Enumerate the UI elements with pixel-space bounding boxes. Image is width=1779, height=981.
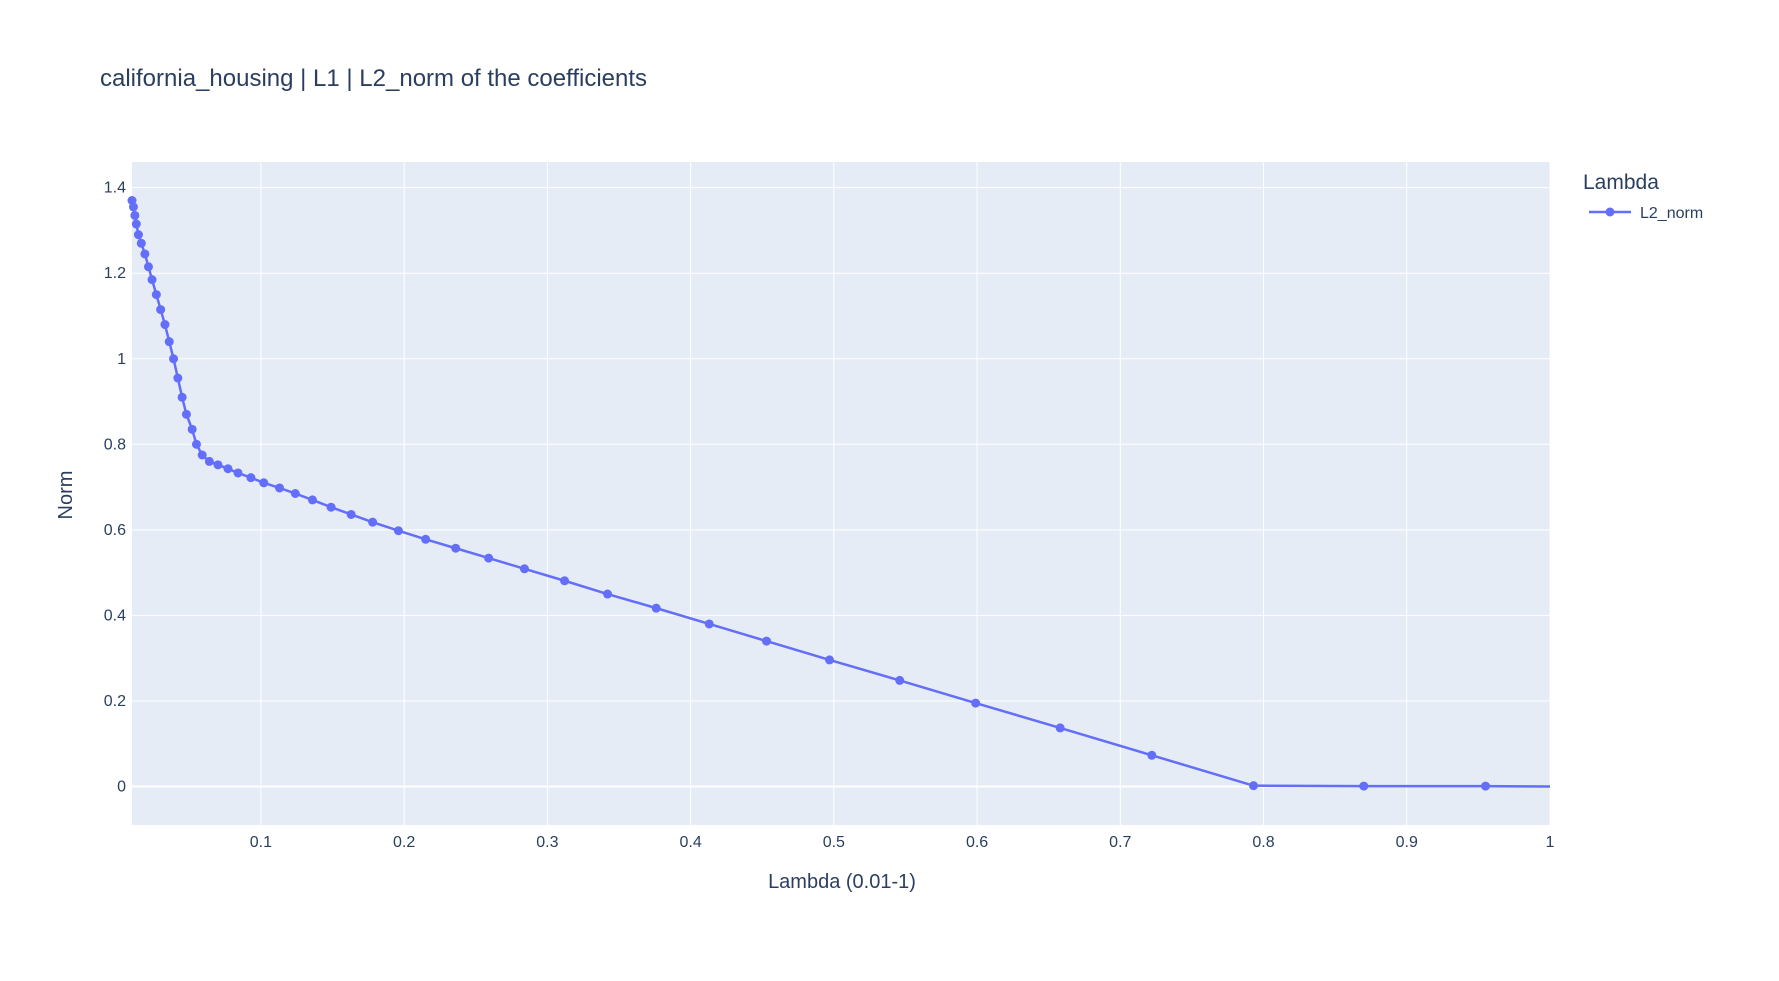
data-point[interactable] [451, 543, 461, 553]
y-tick-label: 0.4 [104, 607, 126, 624]
x-gridlines [260, 162, 1551, 825]
data-point[interactable] [275, 483, 285, 493]
data-point[interactable] [1055, 723, 1065, 733]
y-tick-label: 1.2 [104, 265, 126, 282]
data-point[interactable] [136, 238, 146, 248]
data-point[interactable] [825, 655, 835, 665]
data-point[interactable] [173, 373, 183, 383]
legend-item-label: L2_norm [1640, 205, 1703, 222]
data-point[interactable] [140, 249, 150, 259]
chart-title: california_housing | L1 | L2_norm of the… [100, 65, 647, 92]
x-tick-label: 0.7 [1109, 834, 1131, 851]
data-point[interactable] [368, 517, 378, 527]
y-tick-label: 1 [117, 351, 126, 368]
data-point[interactable] [560, 576, 570, 586]
data-point[interactable] [895, 675, 905, 685]
data-point[interactable] [233, 468, 243, 478]
y-tick-label: 0.2 [104, 693, 126, 710]
data-point[interactable] [326, 502, 336, 512]
data-point[interactable] [971, 698, 981, 708]
y-axis-ticks: 0 0.2 0.4 0.6 0.8 1 1.2 1.4 [104, 180, 126, 796]
x-tick-label: 0.9 [1396, 834, 1418, 851]
data-point[interactable] [181, 409, 191, 419]
series-l2-norm[interactable] [127, 195, 1551, 791]
plot-area [132, 162, 1550, 825]
x-axis-title: Lambda (0.01-1) [768, 871, 916, 893]
legend-marker-swatch [1605, 207, 1615, 217]
data-point[interactable] [1249, 781, 1259, 791]
data-point[interactable] [177, 392, 187, 402]
data-point[interactable] [160, 320, 170, 330]
data-point[interactable] [346, 509, 356, 519]
y-axis-title: Norm [55, 471, 77, 520]
data-point[interactable] [164, 337, 174, 347]
data-point[interactable] [484, 553, 494, 563]
data-point[interactable] [130, 210, 140, 220]
data-point[interactable] [603, 589, 613, 599]
data-point[interactable] [204, 456, 214, 466]
data-point[interactable] [223, 464, 233, 474]
data-point[interactable] [169, 354, 179, 364]
x-tick-label: 1 [1546, 834, 1555, 851]
data-point[interactable] [1481, 781, 1491, 791]
data-point[interactable] [307, 495, 317, 505]
data-point[interactable] [1147, 750, 1157, 760]
data-point[interactable] [143, 262, 153, 272]
x-tick-label: 0.4 [679, 834, 701, 851]
data-point[interactable] [151, 290, 161, 300]
y-tick-label: 0.8 [104, 436, 126, 453]
legend[interactable]: Lambda L2_norm [1583, 171, 1703, 222]
data-point[interactable] [197, 450, 207, 460]
x-tick-label: 0.1 [250, 834, 272, 851]
x-axis-ticks: 0.1 0.2 0.3 0.4 0.5 0.6 0.7 0.8 0.9 1 [250, 834, 1555, 851]
x-tick-label: 0.6 [966, 834, 988, 851]
y-tick-label: 0 [117, 779, 126, 796]
data-point[interactable] [1359, 781, 1369, 791]
data-point[interactable] [187, 424, 197, 434]
x-tick-label: 0.3 [536, 834, 558, 851]
data-point[interactable] [133, 230, 143, 240]
data-point[interactable] [191, 439, 201, 449]
data-point[interactable] [259, 478, 269, 488]
data-point[interactable] [246, 473, 256, 483]
data-point[interactable] [290, 489, 300, 498]
data-point[interactable] [421, 534, 431, 544]
data-point[interactable] [519, 564, 529, 574]
legend-title: Lambda [1583, 171, 1659, 194]
y-tick-label: 1.4 [104, 180, 126, 197]
series-layer [127, 195, 1551, 791]
x-tick-label: 0.8 [1252, 834, 1274, 851]
data-point[interactable] [147, 275, 157, 285]
data-point[interactable] [213, 460, 223, 470]
y-tick-label: 0.6 [104, 522, 126, 539]
data-point[interactable] [762, 636, 772, 646]
legend-item-l2-norm[interactable]: L2_norm [1589, 205, 1703, 222]
data-point[interactable] [651, 603, 661, 613]
data-point[interactable] [156, 305, 166, 315]
x-tick-label: 0.2 [393, 834, 415, 851]
x-tick-label: 0.5 [823, 834, 845, 851]
data-point[interactable] [131, 219, 141, 229]
data-point[interactable] [393, 526, 403, 536]
data-point[interactable] [704, 619, 714, 629]
data-point[interactable] [128, 202, 138, 212]
